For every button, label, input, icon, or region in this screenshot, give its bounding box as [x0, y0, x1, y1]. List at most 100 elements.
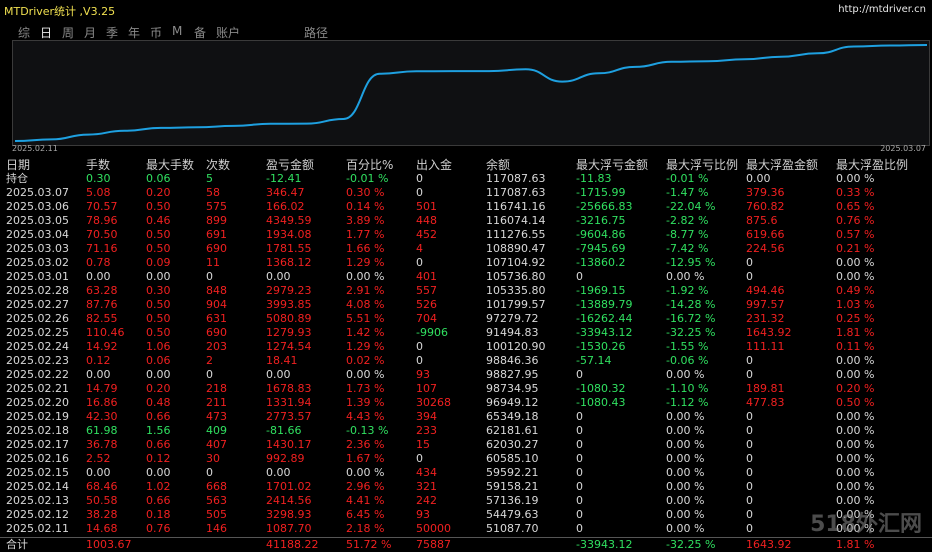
cell-date: 2025.02.22	[6, 368, 69, 381]
table-row[interactable]: 2025.03.01 0.00 0.00 0 0.00 0.00 % 401 105736.8…	[0, 270, 932, 284]
tab-6[interactable]: 币	[150, 26, 163, 40]
table-row[interactable]: 2025.02.22 0.00 0.00 0 0.00 0.00 % 93 98827.95 0…	[0, 368, 932, 382]
chart-start-date: 2025.02.11	[12, 144, 58, 153]
cell-deposit: 30268	[416, 396, 451, 409]
cell-lots: 50.58	[86, 494, 118, 507]
window-title: MTDriver统计 ,V3.25	[4, 5, 116, 18]
cell-max-float-loss: 0	[576, 494, 583, 507]
cell-lots: 70.57	[86, 200, 118, 213]
table-row[interactable]: 2025.02.12 38.28 0.18 505 3298.93 6.45 % 93 544…	[0, 508, 932, 522]
cell-trade-count: 211	[206, 396, 227, 409]
tab-5[interactable]: 年	[128, 26, 141, 40]
column-header-balance[interactable]: 余额	[486, 158, 511, 172]
table-row[interactable]: 2025.03.04 70.50 0.50 691 1934.08 1.77 % 452 11…	[0, 228, 932, 242]
tab-0[interactable]: 综	[18, 26, 31, 40]
column-header-max-lots[interactable]: 最大手数	[146, 158, 195, 172]
table-row-position[interactable]: 持仓 0.30 0.06 5 -12.41 -0.01 % 0 117087.63 -11.83…	[0, 172, 932, 186]
cell-lots: 36.78	[86, 438, 118, 451]
summary-percent: 51.72 %	[346, 538, 392, 551]
table-row[interactable]: 2025.02.21 14.79 0.20 218 1678.83 1.73 % 107 98…	[0, 382, 932, 396]
table-row[interactable]: 2025.02.18 61.98 1.56 409 -81.66 -0.13 % 233 62…	[0, 424, 932, 438]
cell-max-float-profit-pct: 0.00 %	[836, 438, 875, 451]
table-row[interactable]: 2025.02.11 14.68 0.76 146 1087.70 2.18 % 50000…	[0, 522, 932, 536]
column-header-date[interactable]: 日期	[6, 158, 31, 172]
cell-max-float-profit: 494.46	[746, 284, 785, 297]
cell-date: 2025.03.03	[6, 242, 69, 255]
table-row[interactable]: 2025.02.14 68.46 1.02 668 1701.02 2.96 % 321 59…	[0, 480, 932, 494]
table-row[interactable]: 2025.02.24 14.92 1.06 203 1274.54 1.29 % 0 1001…	[0, 340, 932, 354]
table-row[interactable]: 2025.02.27 87.76 0.50 904 3993.85 4.08 % 526 10…	[0, 298, 932, 312]
cell-trade-count: 0	[206, 368, 213, 381]
table-row[interactable]: 2025.02.16 2.52 0.12 30 992.89 1.67 % 0 60585.1…	[0, 452, 932, 466]
table-row[interactable]: 2025.03.02 0.78 0.09 11 1368.12 1.29 % 0 107104…	[0, 256, 932, 270]
website-link[interactable]: http://mtdriver.cn	[838, 4, 926, 15]
column-header-max-float-loss-pct[interactable]: 最大浮亏比例	[666, 158, 739, 172]
cell-max-float-loss: -1080.43	[576, 396, 626, 409]
cell-deposit: 321	[416, 480, 437, 493]
cell-max-float-loss: -33943.12	[576, 326, 633, 339]
cell-profit: 1934.08	[266, 228, 312, 241]
cell-max-lots: 0.46	[146, 214, 171, 227]
cell-max-lots: 1.56	[146, 424, 171, 437]
cell-max-float-profit: 760.82	[746, 200, 785, 213]
cell-date: 2025.02.11	[6, 522, 69, 535]
table-row[interactable]: 2025.02.23 0.12 0.06 2 18.41 0.02 % 0 98846.36 -…	[0, 354, 932, 368]
cell-max-float-loss-pct: 0.00 %	[666, 452, 705, 465]
column-header-deposit[interactable]: 出入金	[416, 158, 453, 172]
column-header-max-float-loss[interactable]: 最大浮亏金额	[576, 158, 649, 172]
tab-1[interactable]: 日	[40, 26, 53, 40]
table-row[interactable]: 2025.02.28 63.28 0.30 848 2979.23 2.91 % 557 10…	[0, 284, 932, 298]
cell-deposit: 107	[416, 382, 437, 395]
table-row[interactable]: 2025.02.26 82.55 0.50 631 5080.89 5.51 % 704 97…	[0, 312, 932, 326]
cell-max-float-loss-pct: -7.42 %	[666, 242, 709, 255]
cell-deposit: 15	[416, 438, 430, 451]
tab-4[interactable]: 季	[106, 26, 119, 40]
cell-max-lots: 0.12	[146, 452, 171, 465]
tab-8[interactable]: 备	[194, 26, 207, 40]
table-row[interactable]: 2025.02.20 16.86 0.48 211 1331.94 1.39 % 30268…	[0, 396, 932, 410]
column-header-percent[interactable]: 百分比%	[346, 158, 394, 172]
table-row[interactable]: 2025.02.17 36.78 0.66 407 1430.17 2.36 % 15 620…	[0, 438, 932, 452]
column-header-lots[interactable]: 手数	[86, 158, 111, 172]
tab-9[interactable]: 账户	[216, 26, 241, 40]
tab-2[interactable]: 周	[62, 26, 75, 40]
cell-deposit: 4	[416, 242, 423, 255]
cell-max-float-profit-pct: 1.81 %	[836, 326, 875, 339]
table-row[interactable]: 2025.02.25 110.46 0.50 690 1279.93 1.42 % -990…	[0, 326, 932, 340]
column-header-trade-count[interactable]: 次数	[206, 158, 231, 172]
cell-trade-count: 407	[206, 438, 227, 451]
tab-10[interactable]: 路径	[304, 26, 329, 40]
table-row[interactable]: 2025.02.13 50.58 0.66 563 2414.56 4.41 % 242 57…	[0, 494, 932, 508]
cell-max-lots: 0.50	[146, 242, 171, 255]
column-header-max-float-profit[interactable]: 最大浮盈金额	[746, 158, 819, 172]
table-row[interactable]: 2025.03.03 71.16 0.50 690 1781.55 1.66 % 4 1088…	[0, 242, 932, 256]
cell-max-float-profit-pct: 0.00 %	[836, 354, 875, 367]
cell-profit: 1701.02	[266, 480, 312, 493]
cell-max-lots: 0.09	[146, 256, 171, 269]
cell-date: 2025.03.04	[6, 228, 69, 241]
column-header-profit[interactable]: 盈亏金额	[266, 158, 315, 172]
cell-trade-count: 2	[206, 354, 213, 367]
table-row[interactable]: 2025.03.07 5.08 0.20 58 346.47 0.30 % 0 117087.…	[0, 186, 932, 200]
tab-3[interactable]: 月	[84, 26, 97, 40]
column-header-max-float-profit-pct[interactable]: 最大浮盈比例	[836, 158, 909, 172]
cell-trade-count: 848	[206, 284, 227, 297]
cell-percent: 1.29 %	[346, 256, 385, 269]
table-row[interactable]: 2025.03.06 70.57 0.50 575 166.02 0.14 % 501 116…	[0, 200, 932, 214]
cell-percent: 6.45 %	[346, 508, 385, 521]
cell-max-float-loss: -13860.2	[576, 256, 626, 269]
cell-balance: 98846.36	[486, 354, 539, 367]
cell-percent: 2.96 %	[346, 480, 385, 493]
summary-deposit: 75887	[416, 538, 451, 551]
cell-profit: 1678.83	[266, 382, 312, 395]
table-row[interactable]: 2025.02.15 0.00 0.00 0 0.00 0.00 % 434 59592.21…	[0, 466, 932, 480]
table-row[interactable]: 2025.02.19 42.30 0.66 473 2773.57 4.43 % 394 65…	[0, 410, 932, 424]
table-header: 日期 手数 最大手数 次数 盈亏金额 百分比% 出入金 余额 最大浮亏金额 最大浮亏比例 最大浮盈金…	[0, 158, 932, 172]
cell-lots: 0.00	[86, 270, 111, 283]
cell-max-lots: 0.76	[146, 522, 171, 535]
tab-7[interactable]: M	[172, 24, 183, 38]
cell-max-float-loss-pct: 0.00 %	[666, 494, 705, 507]
table-row[interactable]: 2025.03.05 78.96 0.46 899 4349.59 3.89 % 448 11…	[0, 214, 932, 228]
cell-deposit: 50000	[416, 522, 451, 535]
cell-max-float-loss-pct: -1.10 %	[666, 382, 709, 395]
